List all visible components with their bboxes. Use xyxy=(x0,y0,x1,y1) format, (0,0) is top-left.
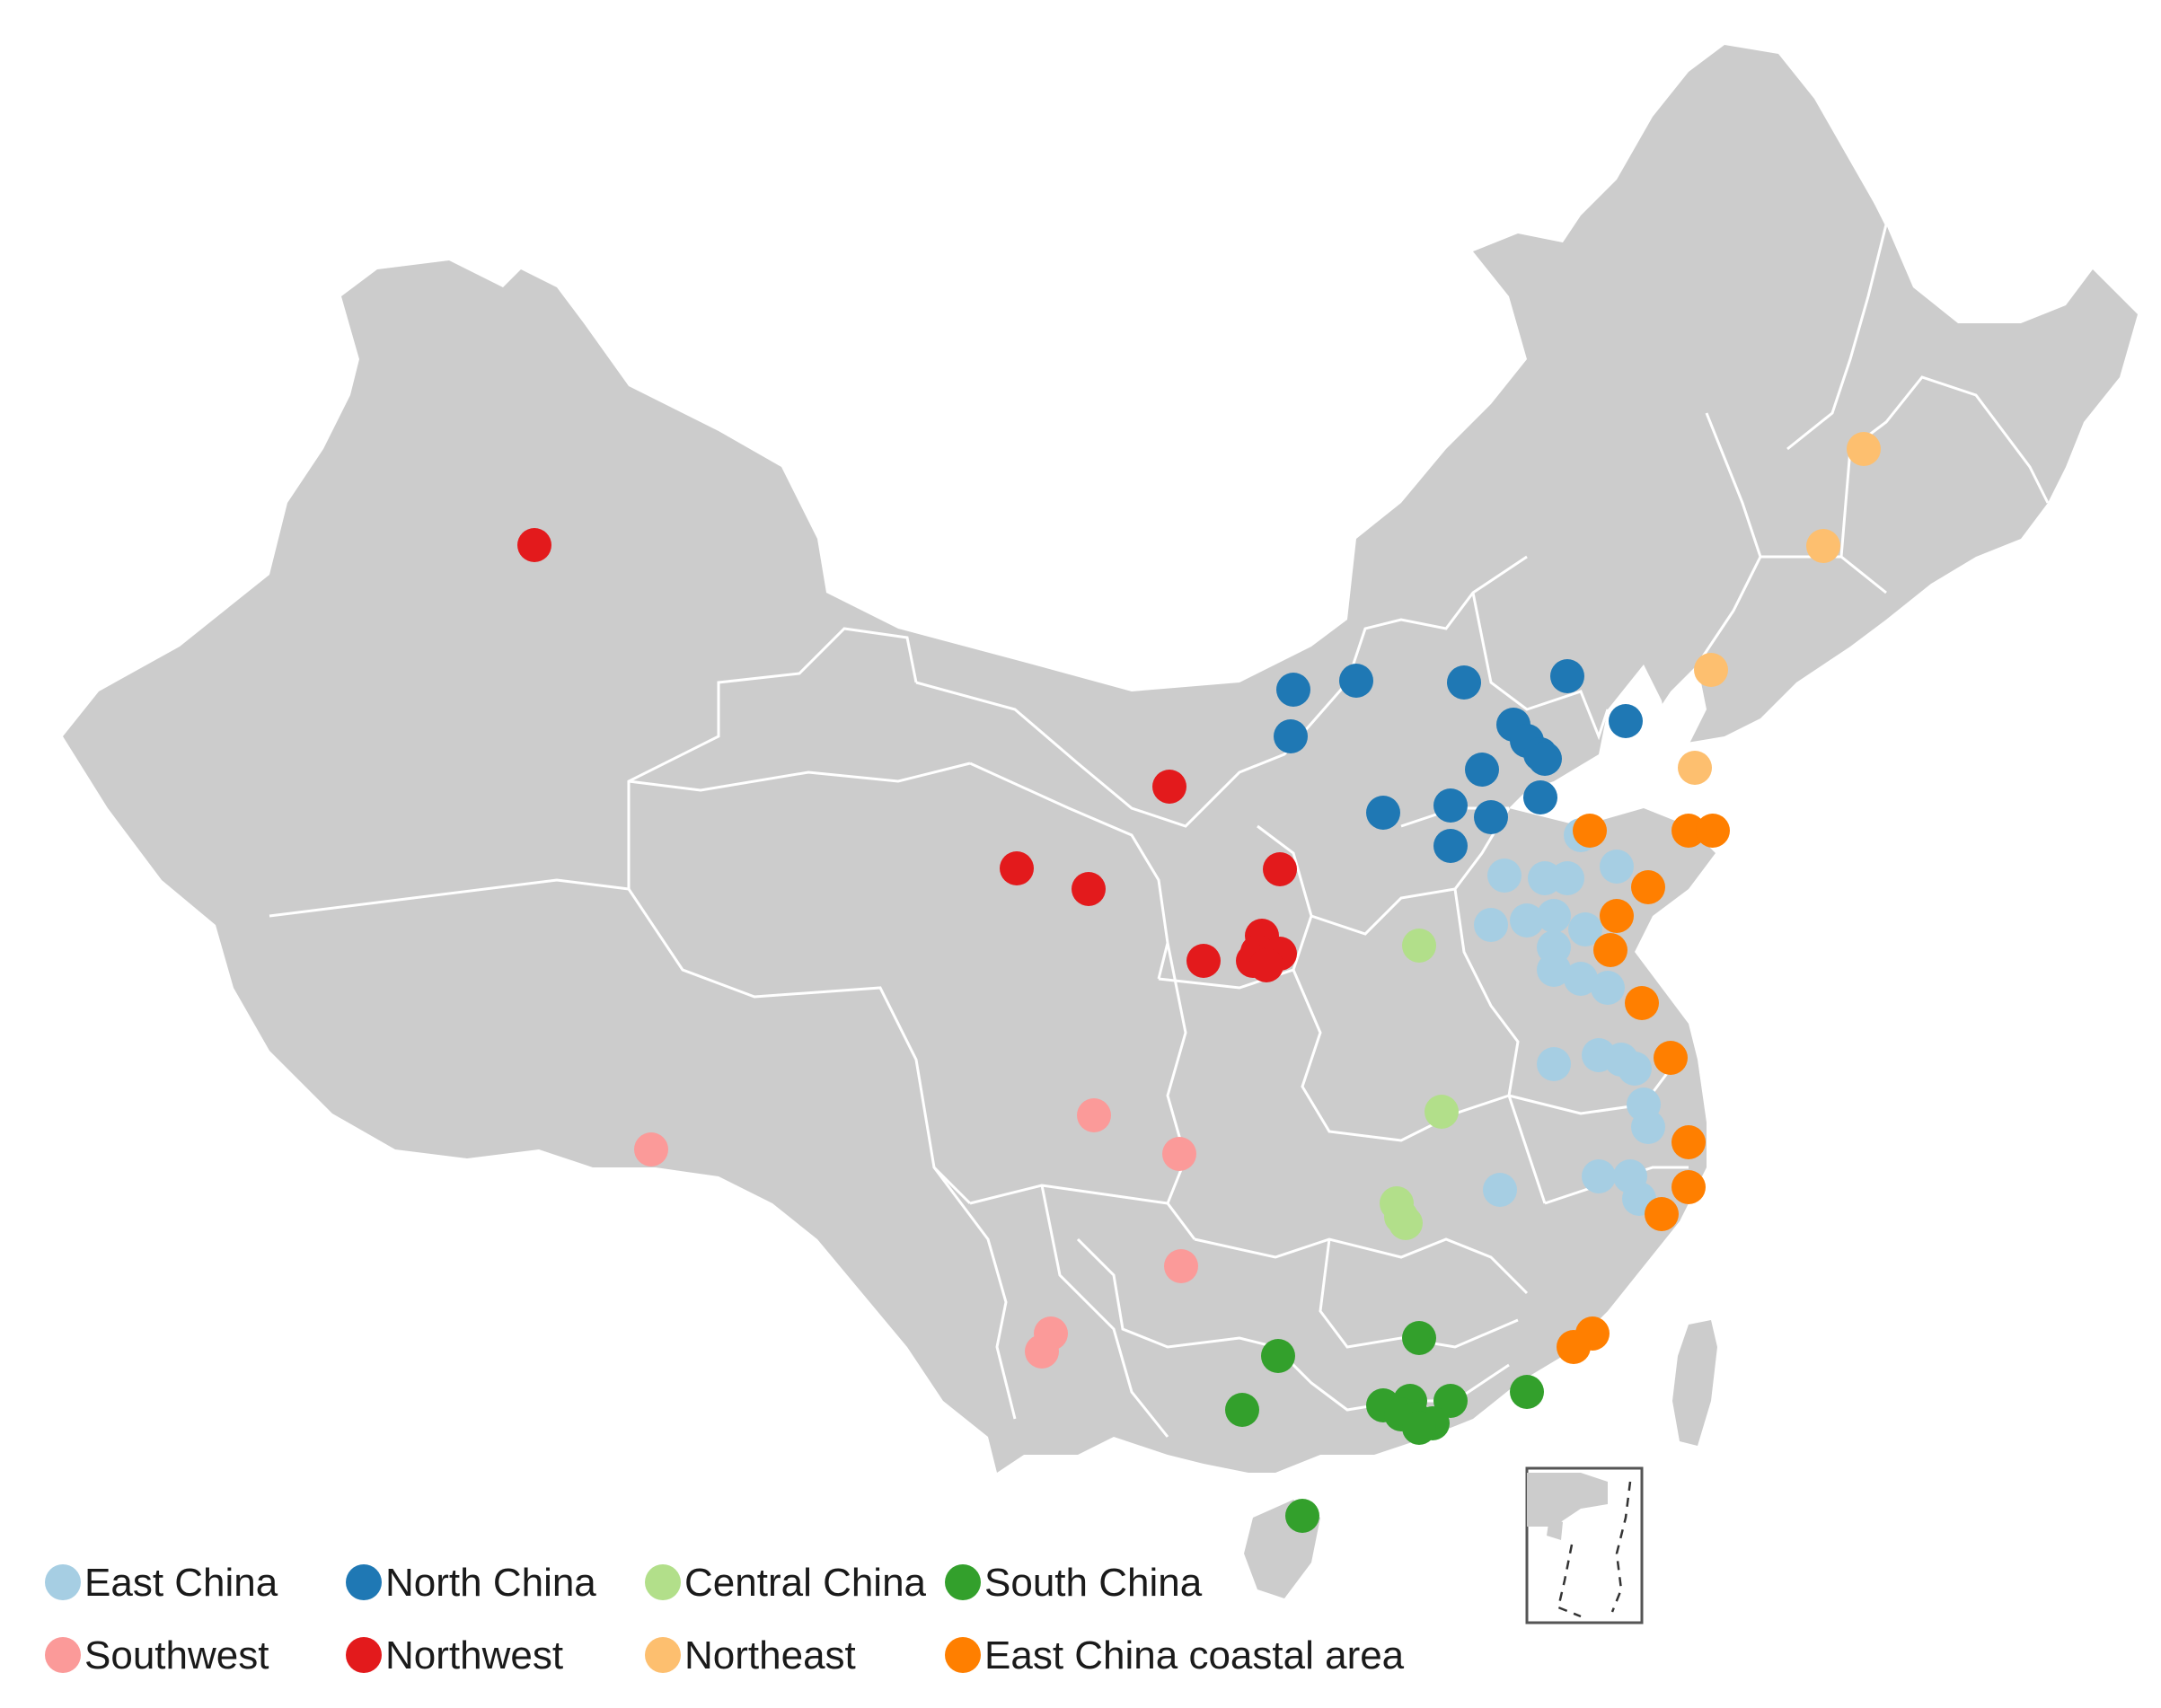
legend-swatch xyxy=(45,1637,81,1673)
city-point-northwest xyxy=(1072,872,1106,906)
city-point-northeast xyxy=(1678,751,1712,785)
city-point-northwest xyxy=(1152,770,1186,804)
city-point-north xyxy=(1339,664,1373,698)
city-point-north xyxy=(1447,665,1481,700)
city-point-south xyxy=(1261,1339,1295,1373)
city-point-north xyxy=(1474,800,1508,834)
city-point-east xyxy=(1510,903,1544,938)
city-point-central xyxy=(1424,1095,1459,1129)
city-point-east xyxy=(1600,850,1634,884)
china-mainland xyxy=(63,45,2138,1473)
city-point-north xyxy=(1433,829,1468,863)
city-point-coastal xyxy=(1654,1041,1688,1075)
city-point-coastal xyxy=(1696,814,1730,848)
city-point-east xyxy=(1537,953,1571,987)
legend-item-northeast: Northeast xyxy=(645,1633,856,1677)
city-point-central xyxy=(1402,929,1436,963)
city-point-northwest xyxy=(1263,852,1297,886)
city-point-north xyxy=(1274,719,1308,753)
city-point-south xyxy=(1402,1411,1436,1445)
legend-label: North China xyxy=(385,1561,596,1605)
taiwan-island xyxy=(1672,1320,1717,1446)
city-point-east xyxy=(1487,858,1522,893)
city-point-central xyxy=(1389,1206,1423,1240)
city-point-coastal xyxy=(1593,933,1627,967)
legend-swatch xyxy=(645,1564,681,1600)
city-point-east xyxy=(1582,1159,1616,1193)
city-point-east xyxy=(1618,1052,1652,1086)
city-point-north xyxy=(1550,659,1584,693)
city-point-southwest xyxy=(1162,1137,1196,1171)
legend-label: East China coastal area xyxy=(984,1633,1405,1677)
city-point-coastal xyxy=(1671,1125,1706,1159)
legend-swatch xyxy=(45,1564,81,1600)
city-point-north xyxy=(1609,704,1643,738)
city-point-east xyxy=(1564,962,1598,996)
city-point-southwest xyxy=(1164,1249,1198,1283)
legend-label: South China xyxy=(984,1561,1203,1605)
city-point-south xyxy=(1285,1499,1319,1533)
city-point-coastal xyxy=(1671,1170,1706,1204)
city-point-south xyxy=(1402,1321,1436,1355)
legend-label: Southwest xyxy=(84,1633,269,1677)
city-point-north xyxy=(1528,742,1562,776)
city-points xyxy=(517,432,1881,1533)
city-point-south xyxy=(1510,1375,1544,1409)
city-point-east xyxy=(1537,1047,1571,1081)
city-point-southwest xyxy=(634,1132,668,1167)
city-point-south xyxy=(1225,1393,1259,1427)
south-china-sea-inset xyxy=(1525,1466,1644,1624)
city-point-northeast xyxy=(1847,432,1881,466)
city-point-coastal xyxy=(1631,870,1665,904)
city-point-northwest xyxy=(1186,944,1221,978)
legend-label: Northwest xyxy=(385,1633,563,1677)
legend-swatch xyxy=(346,1637,382,1673)
legend-item-east: East China xyxy=(45,1561,278,1605)
city-point-north xyxy=(1276,673,1310,707)
city-point-east xyxy=(1483,1173,1517,1207)
city-point-east xyxy=(1550,861,1584,895)
city-point-coastal xyxy=(1600,899,1634,933)
city-point-northeast xyxy=(1694,653,1728,687)
legend-label: East China xyxy=(84,1561,278,1605)
legend-label: Central China xyxy=(684,1561,927,1605)
city-point-coastal xyxy=(1645,1197,1679,1231)
city-point-east xyxy=(1591,971,1625,1005)
legend-label: Northeast xyxy=(684,1633,856,1677)
legend-swatch xyxy=(945,1637,981,1673)
city-point-coastal xyxy=(1625,986,1659,1020)
city-point-northwest xyxy=(1249,948,1283,982)
city-point-east xyxy=(1474,908,1508,942)
legend: East China North China Central China South … xyxy=(45,1561,1405,1677)
city-point-coastal xyxy=(1573,814,1607,848)
legend-swatch xyxy=(645,1637,681,1673)
legend-item-coastal: East China coastal area xyxy=(945,1633,1405,1677)
province-borders xyxy=(269,152,2050,1438)
legend-swatch xyxy=(346,1564,382,1600)
mainland-shape xyxy=(63,45,2138,1473)
bohai-bay xyxy=(1635,665,1707,790)
city-point-coastal xyxy=(1671,814,1706,848)
city-point-southwest xyxy=(1077,1098,1111,1132)
city-point-east xyxy=(1568,912,1602,946)
legend-swatch xyxy=(945,1564,981,1600)
city-point-southwest xyxy=(1025,1334,1059,1369)
city-point-north xyxy=(1366,796,1400,830)
legend-item-south: South China xyxy=(945,1561,1203,1605)
city-point-north xyxy=(1523,780,1557,814)
city-point-east xyxy=(1631,1110,1665,1144)
legend-item-north: North China xyxy=(346,1561,596,1605)
legend-item-northwest: Northwest xyxy=(346,1633,563,1677)
city-point-northeast xyxy=(1806,529,1840,563)
city-point-north xyxy=(1433,788,1468,823)
city-point-north xyxy=(1465,753,1499,787)
city-point-northwest xyxy=(1000,851,1034,885)
city-point-east xyxy=(1537,899,1571,933)
legend-item-southwest: Southwest xyxy=(45,1633,269,1677)
city-point-coastal xyxy=(1557,1330,1591,1364)
legend-item-central: Central China xyxy=(645,1561,927,1605)
city-point-northwest xyxy=(517,528,551,562)
